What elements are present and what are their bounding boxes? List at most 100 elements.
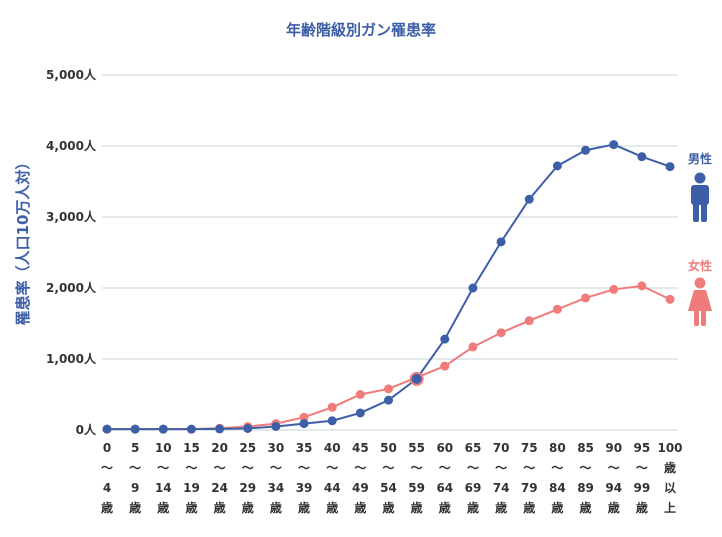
data-point [299, 419, 309, 429]
data-point [496, 328, 506, 338]
x-tick-text: 15 [183, 441, 200, 455]
x-tick-text: 上 [664, 500, 676, 515]
data-point [524, 316, 534, 326]
x-tick-text: 〜 [214, 461, 226, 475]
x-tick-text: 0 [103, 441, 111, 455]
x-tick-text: 歳 [523, 500, 535, 515]
x-tick-text: 60 [436, 441, 453, 455]
x-tick-text: 歳 [298, 500, 310, 515]
x-tick-text: 歳 [326, 500, 338, 515]
x-tick-text: 39 [296, 481, 313, 495]
data-point [102, 424, 112, 434]
x-tick-text: 90 [605, 441, 622, 455]
data-point [384, 384, 393, 394]
x-tick-text: 歳 [129, 500, 141, 515]
x-tick-label: 75 〜 79 歳 [521, 441, 538, 515]
data-point [327, 416, 337, 426]
x-tick-text: 歳 [214, 500, 226, 515]
x-tick-text: 29 [239, 481, 256, 495]
x-tick-text: 歳 [157, 500, 169, 515]
x-tick-label: 40 〜 44 歳 [324, 441, 341, 515]
x-tick-label: 50 〜 54 歳 [380, 441, 397, 515]
x-tick-labels: 0〜4歳5〜9歳10〜14歳15〜19歳20〜24歳25〜29歳30〜34歳35… [101, 441, 683, 515]
female-person-icon [688, 277, 712, 326]
x-tick-text: 84 [549, 481, 566, 495]
data-point [524, 194, 534, 204]
x-tick-label: 60 〜 64 歳 [436, 441, 453, 515]
x-tick-text: 10 [155, 441, 172, 455]
x-tick-text: 〜 [580, 461, 592, 475]
data-point [355, 408, 365, 418]
data-point [665, 294, 675, 304]
x-tick-text: 25 [239, 441, 256, 455]
x-tick-text: 以 [664, 481, 676, 495]
x-tick-text: 69 [465, 481, 482, 495]
x-tick-text: 5 [131, 441, 139, 455]
x-tick-text: 49 [352, 481, 369, 495]
x-tick-text: 65 [465, 441, 482, 455]
x-tick-text: 59 [408, 481, 425, 495]
x-tick-text: 〜 [411, 461, 423, 475]
legend-label: 女性 [688, 258, 712, 273]
data-point [581, 293, 591, 303]
x-tick-label: 30 〜 34 歳 [268, 441, 285, 515]
data-point [468, 283, 478, 293]
data-point [215, 424, 225, 434]
data-point [637, 281, 647, 291]
x-tick-text: 歳 [636, 500, 648, 515]
data-point [130, 424, 140, 434]
x-tick-text: 9 [131, 481, 139, 495]
data-point [552, 161, 562, 171]
x-tick-text: 歳 [270, 500, 282, 515]
data-point [186, 424, 196, 434]
data-point [581, 145, 591, 155]
data-point [440, 334, 450, 344]
x-tick-text: 34 [268, 481, 285, 495]
x-tick-text: 歳 [411, 500, 423, 515]
x-tick-text: 〜 [551, 461, 563, 475]
x-tick-text: 74 [493, 481, 510, 495]
data-point [299, 412, 309, 422]
x-tick-text: 〜 [439, 461, 451, 475]
x-tick-text: 19 [183, 481, 200, 495]
x-tick-text: 94 [605, 481, 622, 495]
x-tick-text: 70 [493, 441, 510, 455]
x-tick-text: 歳 [382, 500, 394, 515]
y-tick-label: 3,000人 [46, 209, 97, 224]
data-point [158, 424, 168, 434]
x-tick-text: 55 [408, 441, 425, 455]
x-tick-text: 歳 [185, 500, 197, 515]
x-tick-label: 5 〜 9 歳 [129, 441, 141, 515]
x-tick-text: 歳 [467, 500, 479, 515]
x-tick-text: 4 [103, 481, 111, 495]
x-tick-text: 歳 [580, 500, 592, 515]
data-point [665, 162, 675, 172]
x-tick-text: 〜 [129, 461, 141, 475]
data-point [440, 361, 450, 371]
series-points [102, 140, 675, 434]
data-point [243, 423, 253, 433]
x-tick-label: 45 〜 49 歳 [352, 441, 369, 515]
legend-item: 女性 [688, 258, 712, 326]
x-tick-text: 〜 [636, 461, 648, 475]
x-tick-text: 〜 [157, 461, 169, 475]
x-tick-text: 30 [268, 441, 285, 455]
x-tick-text: 〜 [495, 461, 507, 475]
x-tick-text: 〜 [326, 461, 338, 475]
x-tick-label: 65 〜 69 歳 [465, 441, 482, 515]
data-point [271, 421, 281, 431]
x-tick-text: 〜 [101, 461, 113, 475]
x-tick-text: 79 [521, 481, 538, 495]
x-tick-text: 35 [296, 441, 313, 455]
x-tick-text: 85 [577, 441, 594, 455]
x-tick-text: 14 [155, 481, 172, 495]
x-tick-text: 〜 [354, 461, 366, 475]
x-tick-text: 50 [380, 441, 397, 455]
x-tick-text: 75 [521, 441, 538, 455]
data-point [609, 140, 619, 150]
male-person-icon [691, 172, 709, 222]
legend-label: 男性 [688, 151, 712, 166]
x-tick-label: 85 〜 89 歳 [577, 441, 594, 515]
